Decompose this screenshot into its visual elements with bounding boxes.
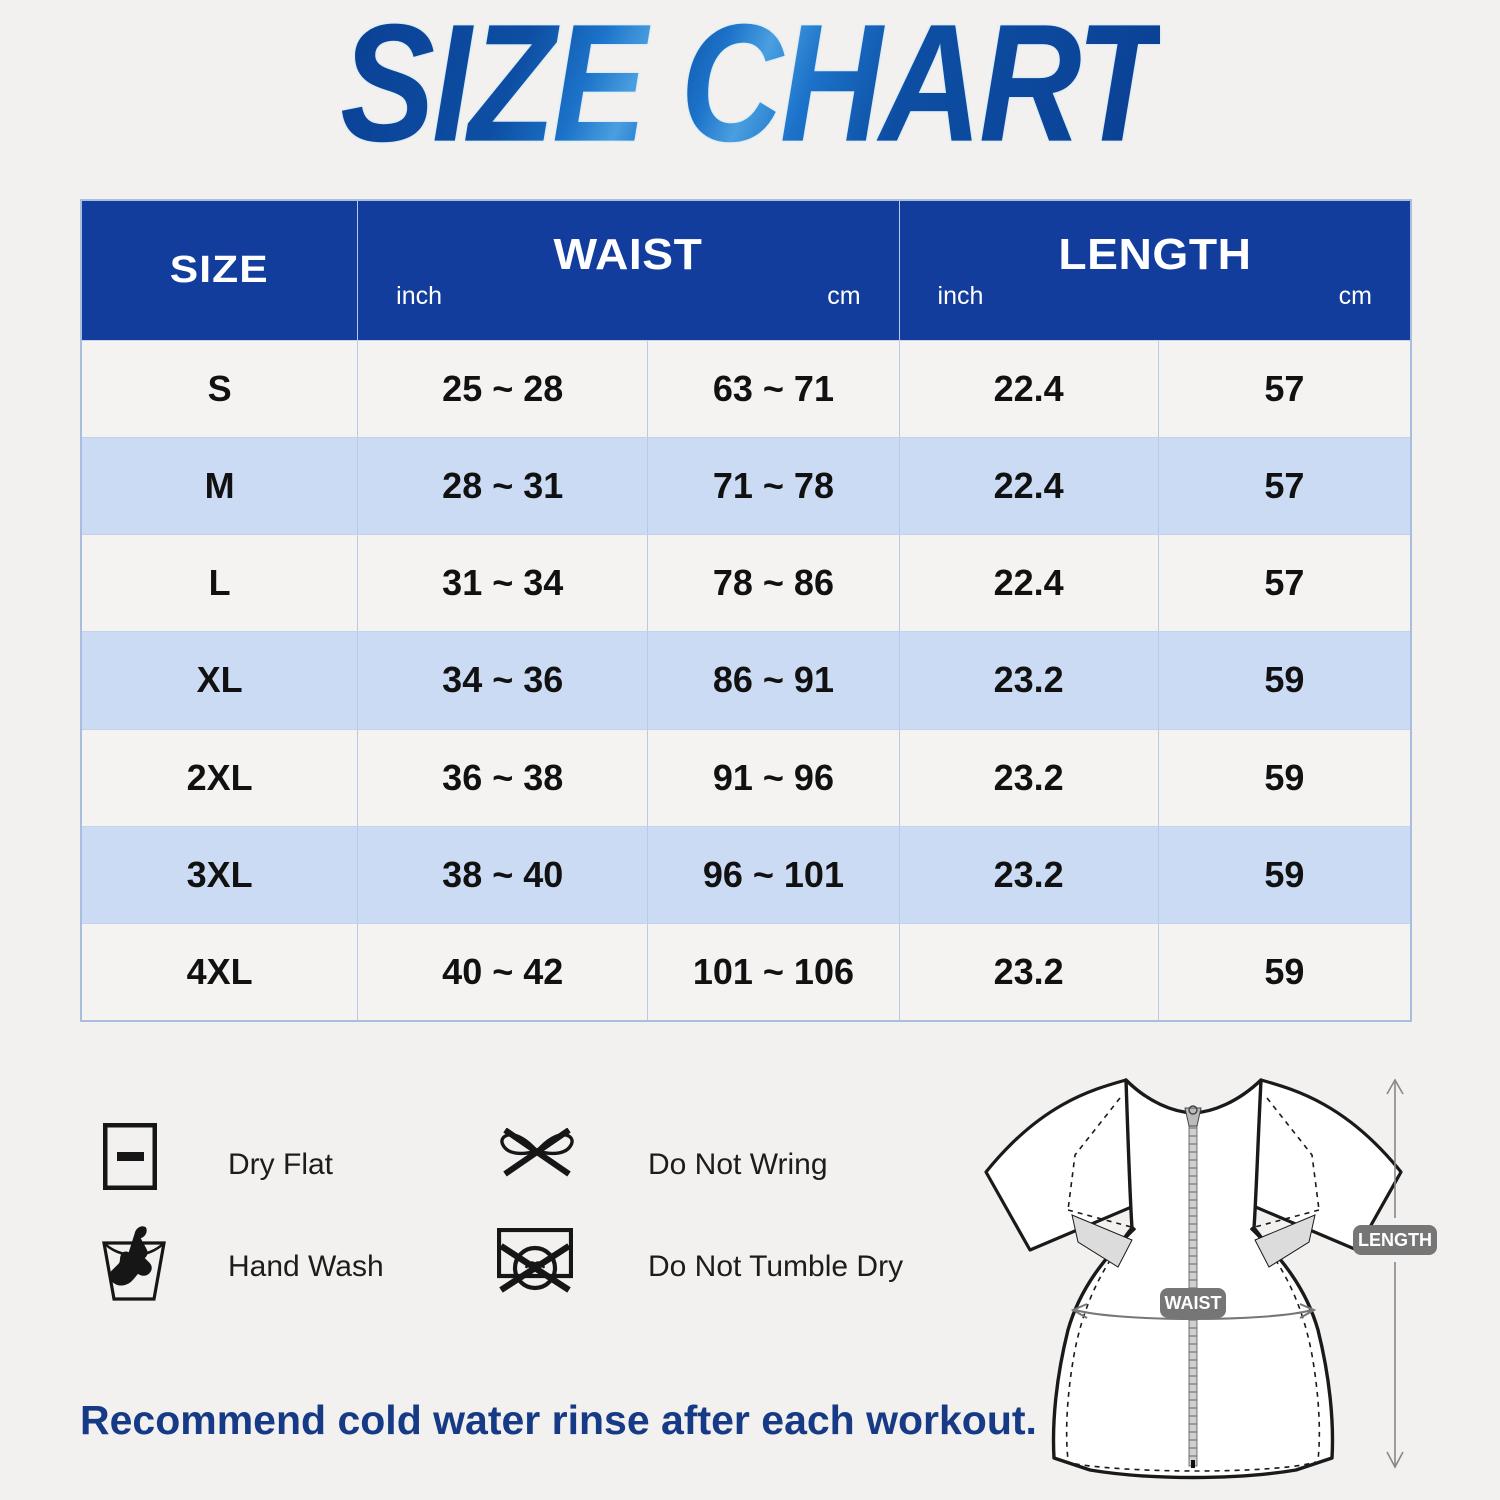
svg-text:WAIST: WAIST — [1165, 1293, 1222, 1313]
svg-text:LENGTH: LENGTH — [1358, 1230, 1432, 1250]
